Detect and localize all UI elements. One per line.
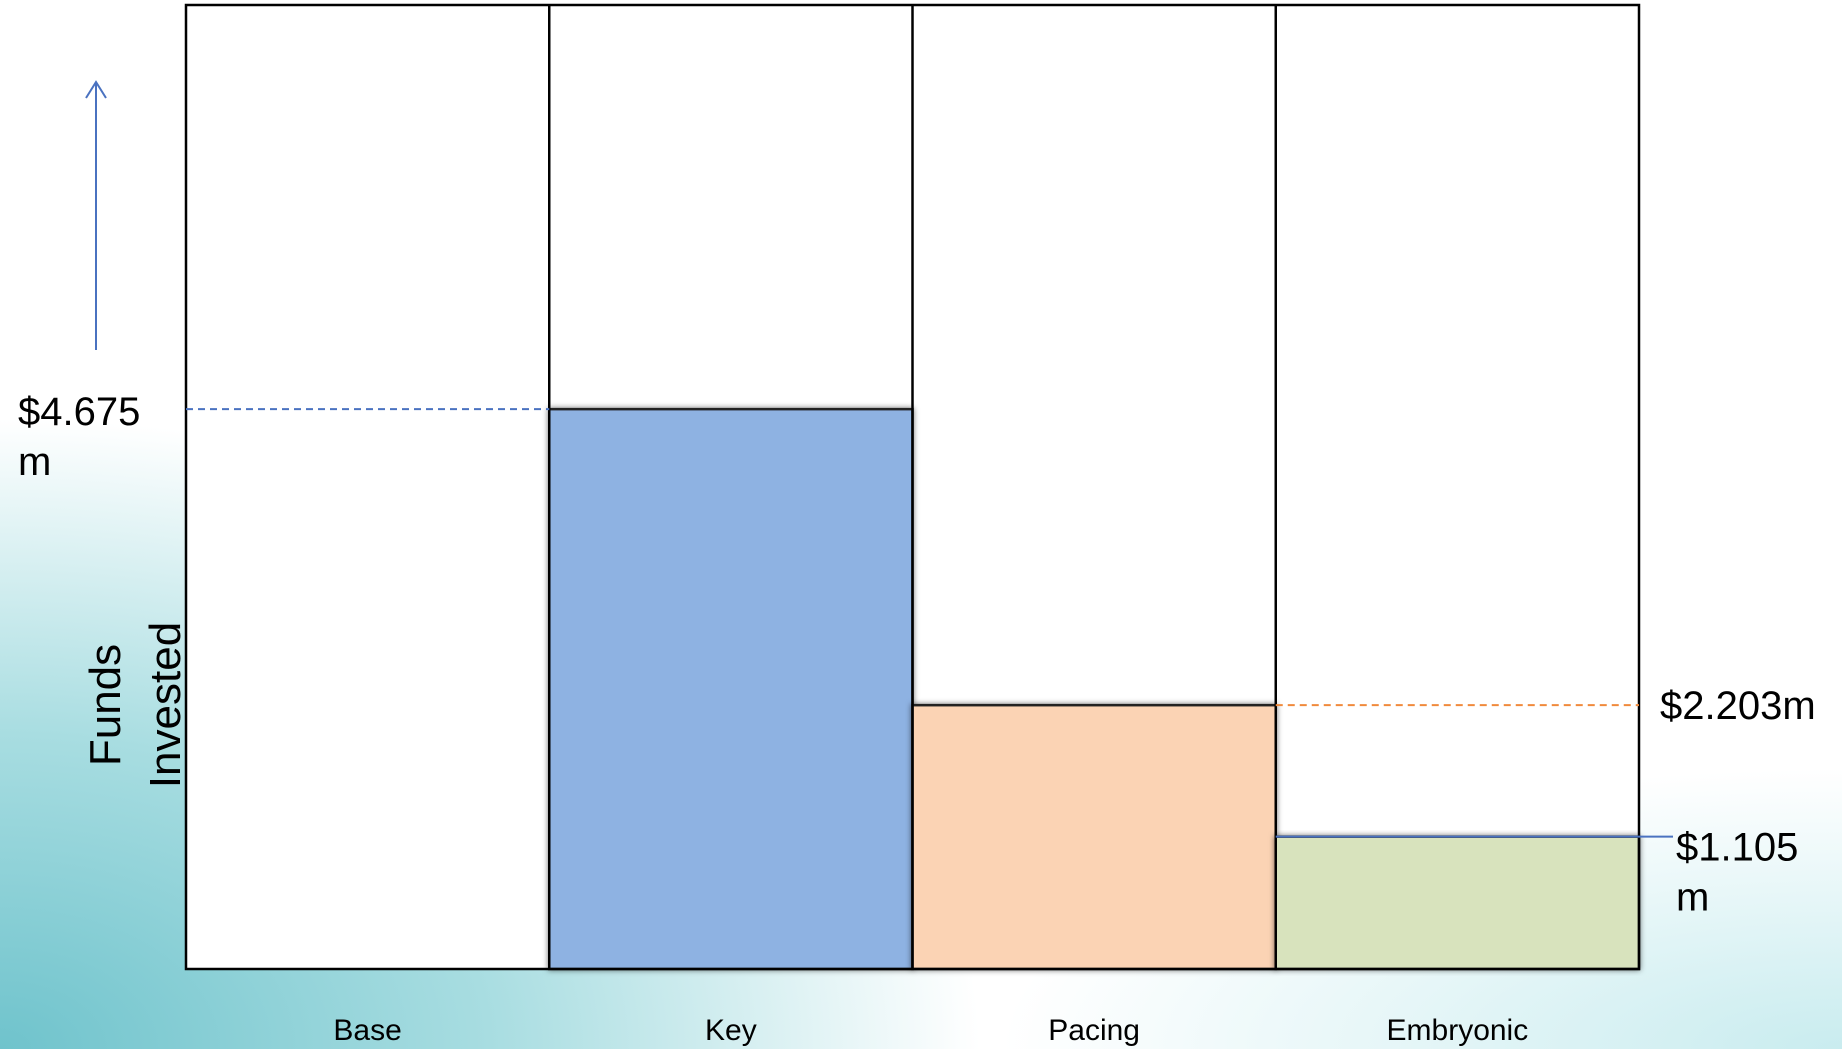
y-axis-label-line-1: Funds [81, 644, 130, 766]
column-dividers [548, 5, 1277, 969]
x-tick-label: Base [333, 1014, 401, 1047]
annotation-label: $2.203m [1660, 684, 1816, 728]
annotation-label: $4.675 m [18, 390, 140, 484]
bar-pacing [911, 703, 1277, 971]
y-axis-arrow [85, 80, 107, 350]
x-tick-label: Key [705, 1014, 757, 1047]
bar-embryonic [1274, 835, 1641, 971]
bars [548, 407, 1641, 971]
annotation-label: $1.105 m [1676, 826, 1798, 920]
y-axis-label-line-2: Invested [141, 622, 190, 788]
x-tick-label: Embryonic [1387, 1014, 1529, 1047]
value-annotations: $4.675 m $2.203m $1.105 m [18, 390, 1816, 920]
x-axis-tick-labels: Base Key Pacing Embryonic [333, 1014, 1528, 1047]
plot-border [184, 3, 1641, 971]
bar-key [548, 407, 914, 971]
x-tick-label: Pacing [1048, 1014, 1140, 1047]
y-axis-label: Funds Invested [81, 622, 190, 788]
